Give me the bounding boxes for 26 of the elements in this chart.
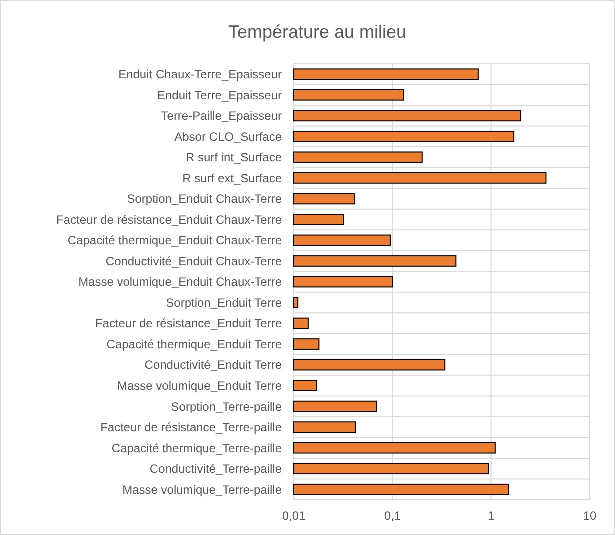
y-tick-label: R surf int_Surface bbox=[186, 150, 282, 165]
y-tick-label: Facteur de résistance_Enduit Chaux-Terre bbox=[56, 212, 282, 227]
y-tick-label: Sorption_Enduit Terre bbox=[166, 296, 282, 310]
y-tick-label: Capacité thermique_Terre-paille bbox=[112, 441, 282, 456]
y-tick-label: Conductivité_Enduit Terre bbox=[144, 358, 282, 372]
y-tick-label: Facteur de résistance_Enduit Terre bbox=[95, 316, 282, 331]
y-tick-label: Facteur de résistance_Terre-paille bbox=[100, 420, 282, 435]
x-tick-label: 10 bbox=[583, 509, 597, 523]
y-tick-label: Capacité thermique_Enduit Chaux-Terre bbox=[68, 234, 282, 248]
x-tick-label: 0,1 bbox=[384, 509, 402, 523]
y-tick-label: Masse volumique_Enduit Terre bbox=[117, 379, 282, 394]
y-tick-label: Terre-Paille_Epaisseur bbox=[161, 109, 282, 124]
y-tick-label: Masse volumique_Enduit Chaux-Terre bbox=[78, 275, 282, 290]
y-tick-label: Conductivité_Terre-paille bbox=[150, 462, 282, 476]
x-tick-label: 1 bbox=[488, 509, 495, 523]
y-tick-label: Masse volumique_Terre-paille bbox=[122, 482, 282, 497]
chart-title: Température au milieu bbox=[228, 22, 407, 42]
y-tick-label: R surf ext_Surface bbox=[182, 171, 282, 186]
x-tick-label: 0,01 bbox=[282, 509, 306, 523]
y-tick-label: Sorption_Terre-paille bbox=[171, 400, 282, 414]
y-tick-label: Capacité thermique_Enduit Terre bbox=[106, 337, 282, 352]
y-tick-label: Absor CLO_Surface bbox=[174, 130, 282, 144]
y-tick-label: Sorption_Enduit Chaux-Terre bbox=[127, 192, 282, 206]
y-tick-label: Conductivité_Enduit Chaux-Terre bbox=[106, 254, 282, 268]
y-tick-label: Enduit Chaux-Terre_Epaisseur bbox=[118, 68, 282, 82]
y-tick-label: Enduit Terre_Epaisseur bbox=[157, 88, 282, 102]
